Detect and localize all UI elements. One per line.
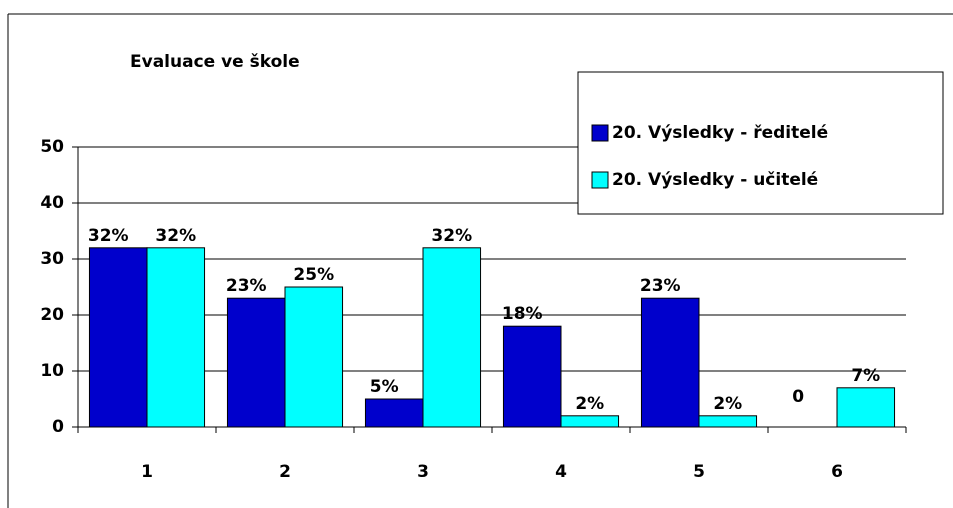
y-tick-label: 30 bbox=[40, 249, 64, 269]
value-label: 32% bbox=[155, 226, 196, 246]
value-label: 5% bbox=[370, 377, 399, 397]
chart-title: Evaluace ve škole bbox=[130, 52, 300, 72]
value-label: 32% bbox=[88, 226, 129, 246]
bar bbox=[502, 325, 562, 428]
bar bbox=[226, 297, 286, 428]
y-tick-label: 10 bbox=[40, 361, 64, 381]
y-tick-label: 40 bbox=[40, 193, 64, 213]
value-label: 23% bbox=[226, 276, 267, 296]
x-tick-label: 3 bbox=[417, 462, 429, 482]
value-label: 23% bbox=[640, 276, 681, 296]
value-label: 18% bbox=[502, 304, 543, 324]
legend-box bbox=[577, 71, 944, 215]
value-label: 2% bbox=[575, 394, 604, 414]
bar bbox=[88, 247, 148, 428]
legend-swatch bbox=[591, 124, 609, 142]
x-tick-label: 6 bbox=[831, 462, 843, 482]
y-tick-label: 0 bbox=[52, 417, 64, 437]
legend-swatch bbox=[591, 171, 609, 189]
y-tick-label: 50 bbox=[40, 137, 64, 157]
bar bbox=[640, 297, 700, 428]
value-label: 7% bbox=[851, 366, 880, 386]
bar bbox=[560, 415, 620, 428]
bar bbox=[284, 286, 344, 428]
legend-label: 20. Výsledky - ředitelé bbox=[612, 123, 828, 143]
value-label: 25% bbox=[293, 265, 334, 285]
bar bbox=[836, 387, 896, 428]
bar bbox=[146, 247, 206, 428]
value-label: 0 bbox=[792, 387, 804, 407]
bar bbox=[364, 398, 424, 428]
value-label: 2% bbox=[713, 394, 742, 414]
x-tick-label: 2 bbox=[279, 462, 291, 482]
value-label: 32% bbox=[431, 226, 472, 246]
x-tick-label: 1 bbox=[141, 462, 153, 482]
bar bbox=[698, 415, 758, 428]
x-tick-label: 5 bbox=[693, 462, 705, 482]
x-tick-label: 4 bbox=[555, 462, 567, 482]
y-tick-label: 20 bbox=[40, 305, 64, 325]
bar bbox=[422, 247, 482, 428]
legend-label: 20. Výsledky - učitelé bbox=[612, 170, 818, 190]
